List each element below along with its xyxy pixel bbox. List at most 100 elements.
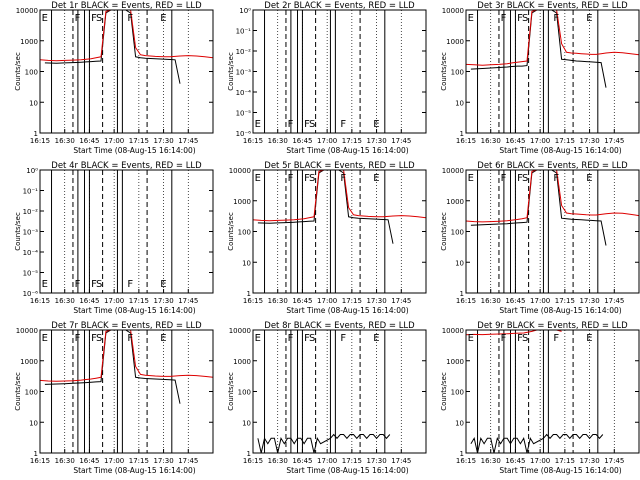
y-tick-label: 10⁻¹ [23, 188, 39, 196]
event-marker-label: S [522, 333, 528, 344]
chart-title: Det 6r BLACK = Events, RED = LLD [477, 161, 628, 171]
event-marker-label: E [42, 279, 48, 290]
event-marker-label: F [127, 13, 133, 24]
x-tick-label: 17:00 [317, 137, 337, 145]
x-tick-label: 16:15 [30, 297, 50, 305]
x-tick-label: 17:00 [317, 297, 337, 305]
x-tick-label: 17:15 [129, 137, 149, 145]
y-tick-label: 10 [455, 419, 464, 427]
x-tick-label: 17:45 [391, 137, 411, 145]
y-tick-label: 1 [34, 130, 38, 138]
x-tick-label: 17:45 [178, 457, 198, 465]
y-tick-label: 10000 [229, 327, 251, 335]
chart-panel-det2r: Det 2r BLACK = Events, RED = LLD 10⁻⁶ 10⁻⁵… [227, 1, 427, 155]
y-axis-label: Counts/sec [440, 52, 448, 91]
event-marker-label: F [501, 333, 507, 344]
chart-panel-det5r: Det 5r BLACK = Events, RED = LLD 1 10 100 10… [227, 161, 427, 315]
x-axis-label: Start Time (08-Aug-15 16:14:00) [286, 466, 408, 475]
x-tick-label: 17:00 [530, 457, 550, 465]
event-marker-label: F [75, 13, 81, 24]
plot-frame [39, 329, 214, 454]
chart-panel-det4r: Det 4r BLACK = Events, RED = LLD 10⁻⁶ 10⁻⁵… [14, 161, 214, 315]
x-tick-label: 17:30 [366, 137, 386, 145]
y-tick-label: 100 [451, 229, 464, 237]
y-tick-label: 10000 [442, 7, 464, 15]
event-marker-label: F [91, 333, 97, 344]
y-tick-label: 10 [29, 99, 38, 107]
x-axis-label: Start Time (08-Aug-15 16:14:00) [73, 466, 195, 475]
y-tick-label: 1 [247, 450, 251, 458]
y-tick-label: 10⁻⁴ [236, 89, 252, 97]
y-tick-label: 10 [242, 419, 251, 427]
y-tick-label: 1000 [446, 198, 464, 206]
plot-frame [39, 9, 214, 134]
event-marker-label: F [553, 173, 559, 184]
event-marker-label: F [501, 173, 507, 184]
x-tick-label: 16:30 [481, 457, 501, 465]
y-axis-label: Counts/sec [440, 372, 448, 411]
y-tick-label: 1 [460, 450, 464, 458]
plot-frame [252, 169, 427, 294]
chart-title: Det 5r BLACK = Events, RED = LLD [264, 161, 415, 171]
x-tick-label: 17:00 [530, 297, 550, 305]
x-axis-label: Start Time (08-Aug-15 16:14:00) [499, 306, 621, 315]
x-tick-label: 17:30 [579, 137, 599, 145]
x-tick-label: 16:30 [55, 137, 75, 145]
x-tick-label: 17:30 [153, 137, 173, 145]
y-tick-label: 100 [238, 229, 251, 237]
y-axis-label: Counts/sec [14, 212, 22, 251]
x-tick-label: 16:15 [243, 297, 263, 305]
y-tick-label: 10 [455, 99, 464, 107]
chart-panel-det6r: Det 6r BLACK = Events, RED = LLD 1 10 100 10… [440, 161, 640, 315]
event-marker-label: F [91, 279, 97, 290]
event-marker-label: E [160, 279, 166, 290]
event-marker-label: E [468, 333, 474, 344]
plot-frame [465, 329, 640, 454]
x-tick-label: 17:30 [153, 457, 173, 465]
y-tick-label: 10⁻⁵ [236, 110, 252, 118]
event-marker-label: S [309, 119, 315, 130]
y-tick-label: 1000 [446, 38, 464, 46]
x-tick-label: 17:15 [555, 297, 575, 305]
event-marker-label: F [127, 333, 133, 344]
chart-title: Det 2r BLACK = Events, RED = LLD [264, 1, 415, 11]
y-tick-label: 100 [451, 69, 464, 77]
x-tick-label: 16:45 [292, 137, 312, 145]
event-marker-label: F [304, 173, 310, 184]
y-tick-label: 10⁻³ [236, 69, 252, 77]
y-tick-label: 1000 [20, 358, 38, 366]
y-tick-label: 10⁻³ [23, 229, 39, 237]
y-tick-label: 10000 [442, 167, 464, 175]
x-tick-label: 16:45 [79, 457, 99, 465]
chart-panel-det7r: Det 7r BLACK = Events, RED = LLD 1 10 100 10… [14, 321, 214, 475]
x-tick-label: 17:00 [104, 297, 124, 305]
y-tick-label: 100 [25, 69, 38, 77]
x-tick-label: 16:15 [456, 297, 476, 305]
event-marker-label: E [42, 333, 48, 344]
y-tick-label: 1000 [20, 38, 38, 46]
event-marker-label: S [522, 13, 528, 24]
y-tick-label: 1000 [233, 198, 251, 206]
event-marker-label: F [340, 173, 346, 184]
y-axis-label: Counts/sec [440, 212, 448, 251]
x-tick-label: 17:00 [317, 457, 337, 465]
event-marker-label: F [553, 333, 559, 344]
x-tick-label: 17:15 [129, 457, 149, 465]
chart-title: Det 3r BLACK = Events, RED = LLD [477, 1, 628, 11]
plot-frame [252, 9, 427, 134]
event-marker-label: F [340, 333, 346, 344]
x-tick-label: 17:00 [104, 457, 124, 465]
event-marker-label: F [304, 119, 310, 130]
x-tick-label: 16:15 [243, 137, 263, 145]
chart-title: Det 4r BLACK = Events, RED = LLD [51, 161, 202, 171]
y-tick-label: 1 [34, 450, 38, 458]
x-tick-label: 17:30 [579, 297, 599, 305]
event-marker-label: F [288, 173, 294, 184]
chart-title: Det 1r BLACK = Events, RED = LLD [51, 1, 202, 11]
event-marker-label: E [373, 333, 379, 344]
x-axis-label: Start Time (08-Aug-15 16:14:00) [499, 466, 621, 475]
y-tick-label: 1 [247, 290, 251, 298]
event-marker-label: E [586, 173, 592, 184]
y-tick-label: 10000 [229, 167, 251, 175]
plot-frame [252, 329, 427, 454]
